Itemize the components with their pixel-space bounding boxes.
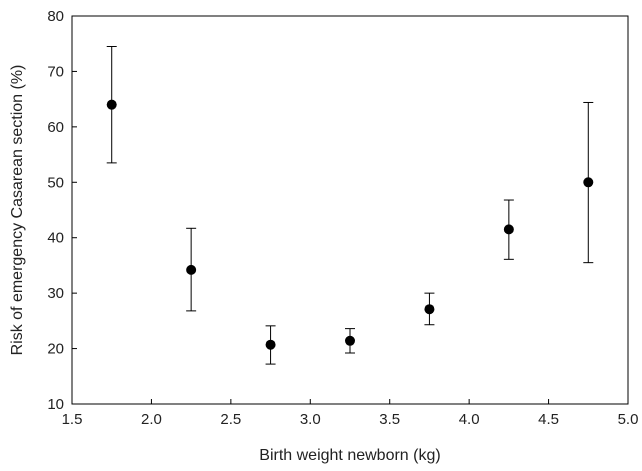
x-tick-label: 4.0 xyxy=(459,411,480,428)
y-axis-title: Risk of emergency Casarean section (%) xyxy=(9,65,26,356)
y-tick-label: 60 xyxy=(47,119,64,136)
data-point xyxy=(106,99,117,110)
x-axis-ticks: 1.5 2.0 2.5 3.0 3.5 4.0 4.5 5.0 xyxy=(62,399,639,428)
y-tick-label: 40 xyxy=(47,230,64,247)
data-point xyxy=(583,177,594,188)
x-tick-label: 5.0 xyxy=(618,411,639,428)
data-point xyxy=(345,335,355,346)
x-tick-label: 1.5 xyxy=(62,411,83,428)
data-point xyxy=(503,224,514,235)
y-tick-label: 20 xyxy=(47,341,64,358)
y-tick-label: 70 xyxy=(47,63,64,80)
x-tick-label: 3.5 xyxy=(379,411,400,428)
data-point xyxy=(186,264,197,275)
y-tick-label: 30 xyxy=(47,285,64,302)
data-point xyxy=(265,339,276,350)
x-tick-label: 2.0 xyxy=(141,411,162,428)
plot-frame xyxy=(71,15,629,405)
data-point xyxy=(424,304,435,315)
x-tick-label: 2.5 xyxy=(220,411,241,428)
data-points xyxy=(106,45,594,365)
x-tick-label: 3.0 xyxy=(300,411,321,428)
x-axis-title: Birth weight newborn (kg) xyxy=(259,447,440,464)
x-tick-label: 4.5 xyxy=(538,411,559,428)
y-axis-ticks: 10 20 30 40 50 60 70 80 xyxy=(47,8,77,413)
y-tick-label: 10 xyxy=(47,396,64,413)
y-tick-label: 80 xyxy=(47,8,64,25)
y-tick-label: 50 xyxy=(47,174,64,191)
